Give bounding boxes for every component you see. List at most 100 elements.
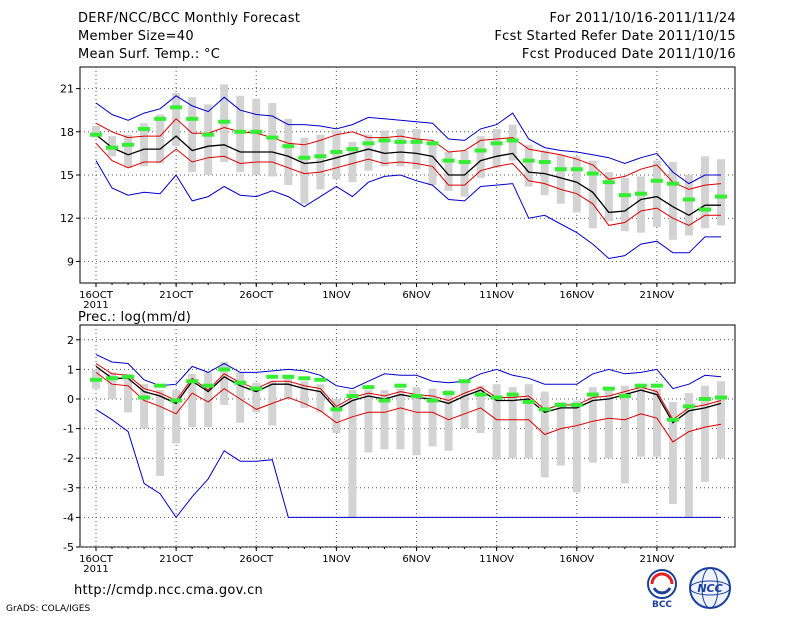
spread-bar [652, 160, 661, 227]
spread-bar [188, 373, 197, 428]
x-tick-label: 21NOV [640, 290, 675, 301]
median-marker [650, 383, 663, 388]
median-marker [218, 367, 231, 372]
temp-panel-title: Mean Surf. Temp.: °C [78, 47, 221, 62]
x-tick-label: 16OCT [79, 554, 114, 565]
series-line-p-low [95, 142, 721, 226]
series-line-p-high [95, 118, 722, 190]
x-tick-label: 6NOV [402, 554, 431, 565]
bcc-logo: BCC [647, 569, 677, 610]
x-tick-label: 16OCT [79, 290, 114, 301]
spread-bar [620, 385, 629, 484]
median-marker [298, 155, 311, 160]
y-tick-label: 12 [60, 212, 74, 225]
median-marker [682, 404, 695, 409]
median-marker [570, 167, 583, 172]
member-size-label: Member Size=40 [78, 29, 194, 44]
median-marker [715, 395, 727, 400]
spread-bar [140, 123, 149, 167]
series-line-max [95, 354, 722, 390]
spread-bar [284, 118, 293, 186]
spread-bar [364, 134, 373, 171]
spread-bar [396, 388, 405, 450]
spread-bar [108, 372, 117, 399]
spread-bar [460, 150, 469, 197]
median-marker [426, 141, 439, 146]
median-marker [618, 193, 631, 198]
spread-bar [588, 160, 597, 229]
median-marker [522, 399, 535, 404]
spread-bar [492, 384, 501, 460]
spread-bar [300, 381, 309, 408]
median-marker [682, 197, 695, 202]
median-marker [314, 154, 327, 159]
spread-bar [332, 399, 341, 434]
x-tick-label: 16NOV [559, 554, 594, 565]
x-year-label: 2011 [83, 564, 108, 575]
x-tick-label: 11NOV [479, 290, 514, 301]
spread-bar [476, 136, 485, 178]
spread-bar [236, 372, 245, 423]
series-line-min [95, 408, 721, 519]
x-tick-label: 6NOV [402, 290, 431, 301]
y-tick-label: -3 [63, 482, 74, 495]
median-marker [250, 386, 263, 391]
x-tick-label: 11NOV [479, 554, 514, 565]
spread-bar [684, 393, 693, 518]
median-marker [266, 374, 279, 379]
median-marker [330, 149, 343, 154]
spread-bar [268, 103, 277, 177]
spread-bar [444, 390, 453, 451]
series-line-p-high [95, 363, 722, 421]
spread-bar [156, 114, 165, 164]
spread-bar [380, 130, 389, 167]
x-tick-label: 1NOV [322, 554, 351, 565]
spread-bar [604, 387, 613, 459]
spread-bar [220, 362, 229, 405]
median-marker [538, 407, 551, 412]
median-marker [506, 138, 519, 143]
spread-bar [412, 387, 421, 456]
spread-bar [284, 376, 293, 399]
ncc-logo: NCC [689, 567, 731, 609]
spread-bar [172, 390, 181, 444]
spread-bar [700, 156, 709, 229]
median-marker [202, 132, 215, 137]
median-marker [122, 142, 135, 147]
y-tick-label: 1 [67, 363, 74, 376]
median-marker [650, 178, 663, 183]
spread-bar [476, 385, 485, 434]
spread-bar [252, 98, 261, 175]
median-marker [490, 141, 503, 146]
median-marker [170, 105, 183, 110]
x-tick-label: 26OCT [239, 554, 274, 565]
x-tick-label: 21OCT [159, 290, 194, 301]
median-marker [186, 379, 199, 384]
x-tick-label: 21OCT [159, 554, 194, 565]
median-marker [218, 119, 231, 124]
median-marker [666, 417, 679, 422]
source-url[interactable]: http://cmdp.ncc.cma.gov.cn [74, 583, 264, 598]
median-marker [602, 386, 615, 391]
median-marker [314, 377, 327, 382]
spread-bar [332, 130, 341, 180]
spread-bar [172, 92, 181, 147]
spread-bar [572, 400, 581, 493]
median-marker [154, 383, 167, 388]
forecast-period-label: For 2011/10/16-2011/11/24 [549, 11, 736, 26]
spread-bar [348, 141, 357, 183]
spread-bar [717, 159, 725, 226]
spread-bar [300, 137, 309, 204]
spread-bar [92, 126, 100, 138]
median-marker [410, 139, 423, 144]
spread-bar [380, 390, 389, 450]
median-marker [602, 180, 615, 185]
spread-bar [348, 390, 357, 518]
median-marker [202, 383, 215, 388]
median-marker [442, 158, 455, 163]
spread-bar [572, 156, 581, 213]
spread-bar [524, 384, 533, 459]
x-tick-label: 26OCT [239, 290, 274, 301]
